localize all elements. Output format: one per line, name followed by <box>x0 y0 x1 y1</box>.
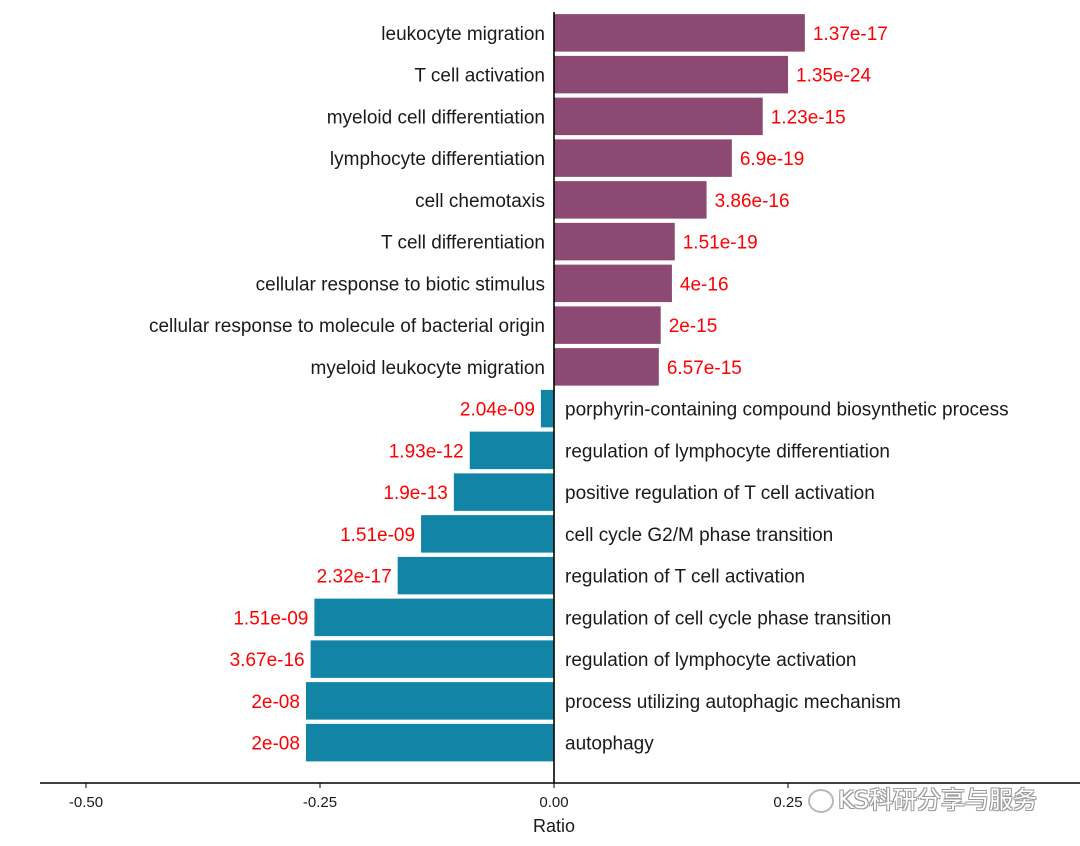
category-label: T cell activation <box>414 66 545 87</box>
category-label: regulation of lymphocyte differentiation <box>565 441 890 462</box>
category-label: T cell differentiation <box>381 233 545 254</box>
p-value-label: 2e-08 <box>251 692 300 713</box>
labels-layer: leukocyte migration 1.37e-17 T cell activa… <box>149 24 1009 755</box>
p-value-label: 6.9e-19 <box>740 149 804 170</box>
bar <box>421 515 554 553</box>
p-value-label: 4e-16 <box>680 274 729 295</box>
category-label: cellular response to biotic stimulus <box>256 274 545 295</box>
bar <box>540 389 554 428</box>
category-label: myeloid cell differentiation <box>327 107 545 128</box>
category-label: cell chemotaxis <box>415 191 545 212</box>
x-tick-label: 0.00 <box>539 794 568 811</box>
x-ticks: -0.50 -0.25 0.00 0.25 <box>69 783 803 811</box>
bar <box>554 139 732 177</box>
category-label: porphyrin-containing compound biosynthet… <box>565 400 1009 421</box>
x-tick-label: -0.25 <box>303 794 337 811</box>
x-tick-label: -0.50 <box>69 794 103 811</box>
category-label: leukocyte migration <box>381 24 545 45</box>
bar <box>397 556 554 595</box>
category-label: lymphocyte differentiation <box>330 149 545 170</box>
p-value-label: 1.23e-15 <box>771 107 846 128</box>
x-axis-title: Ratio <box>533 816 575 836</box>
category-label: regulation of cell cycle phase transitio… <box>565 608 891 629</box>
category-label: regulation of T cell activation <box>565 567 805 588</box>
p-value-label: 1.51e-19 <box>683 233 758 254</box>
category-label: cell cycle G2/M phase transition <box>565 525 833 546</box>
bars-layer <box>305 14 805 762</box>
p-value-label: 1.51e-09 <box>233 608 308 629</box>
bar <box>554 14 805 52</box>
bar <box>554 306 661 344</box>
p-value-label: 6.57e-15 <box>667 358 742 379</box>
p-value-label: 1.35e-24 <box>796 66 871 87</box>
watermark: KS科研分享与服务 <box>808 780 1037 815</box>
bar <box>554 55 788 94</box>
bar <box>554 97 763 136</box>
category-label: cellular response to molecule of bacteri… <box>149 316 545 337</box>
p-value-label: 2e-08 <box>251 734 300 755</box>
p-value-label: 1.93e-12 <box>389 441 464 462</box>
bar <box>305 723 554 762</box>
bar <box>310 640 554 678</box>
bar <box>554 181 707 219</box>
category-label: positive regulation of T cell activation <box>565 483 875 504</box>
p-value-label: 1.37e-17 <box>813 24 888 45</box>
bar <box>554 222 675 261</box>
p-value-label: 1.9e-13 <box>383 483 447 504</box>
p-value-label: 3.67e-16 <box>230 650 305 671</box>
x-tick-label: 0.25 <box>773 794 802 811</box>
wechat-icon <box>808 789 834 813</box>
p-value-label: 2.04e-09 <box>460 400 535 421</box>
bar <box>554 348 659 386</box>
category-label: autophagy <box>565 734 654 755</box>
p-value-label: 3.86e-16 <box>715 191 790 212</box>
bar <box>554 264 672 303</box>
category-label: regulation of lymphocyte activation <box>565 650 857 671</box>
bar <box>314 598 554 637</box>
watermark-text: KS科研分享与服务 <box>838 786 1037 814</box>
bar <box>469 431 554 470</box>
p-value-label: 2.32e-17 <box>317 567 392 588</box>
bar <box>453 473 554 511</box>
p-value-label: 2e-15 <box>669 316 718 337</box>
bar <box>305 682 554 720</box>
category-label: process utilizing autophagic mechanism <box>565 692 901 713</box>
category-label: myeloid leukocyte migration <box>311 358 545 379</box>
p-value-label: 1.51e-09 <box>340 525 415 546</box>
x-axis <box>40 12 1080 784</box>
